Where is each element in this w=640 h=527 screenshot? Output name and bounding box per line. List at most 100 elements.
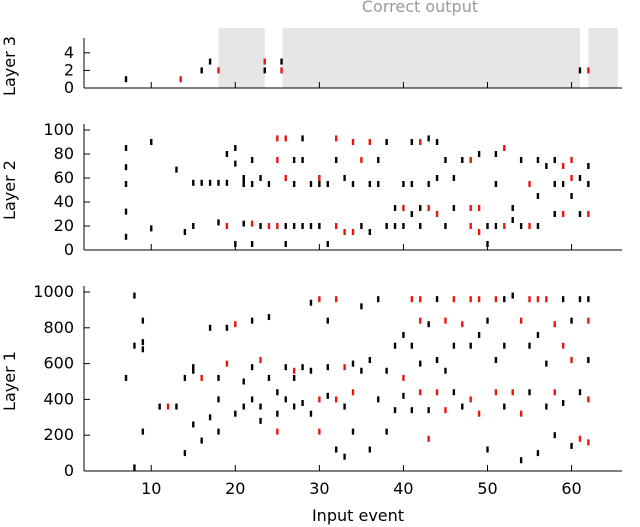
layer-2-spike-mark: [360, 157, 363, 163]
layer-2-spike-mark: [528, 223, 531, 229]
layer-1-spike-mark: [419, 317, 422, 324]
layer-2-spike-mark: [393, 223, 397, 229]
layer-1-spike-mark: [141, 428, 145, 435]
layer-2-spike-mark: [536, 223, 540, 229]
layer-3-spike-mark: [124, 76, 128, 83]
layer-2-spike-mark: [124, 208, 128, 215]
layer-1-y-tick-label: 1000: [33, 282, 74, 301]
layer-1-spike-mark: [192, 421, 195, 428]
layer-2-spike-mark: [217, 219, 220, 226]
layer-1-spike-mark: [427, 435, 430, 442]
layer-1-spike-mark: [309, 299, 313, 306]
layer-2-spike-mark: [570, 157, 573, 163]
layer-1-spike-mark: [444, 317, 447, 324]
layer-1-spike-mark: [419, 360, 422, 367]
layer-1-spike-mark: [578, 435, 582, 442]
layer-2-spike-mark: [410, 211, 414, 217]
layer-1-spike-mark: [385, 367, 388, 374]
layer-2-spike-mark: [452, 175, 456, 181]
layer-1-spike-mark: [477, 331, 481, 338]
layer-1-spike-mark: [141, 317, 145, 324]
layer-1-spike-mark: [553, 432, 556, 439]
layer-1-spike-mark: [368, 446, 372, 453]
layer-1-spike-mark: [444, 367, 447, 374]
layer-2-spike-mark: [309, 181, 313, 187]
layer-1-spike-mark: [318, 396, 321, 403]
layer-2-spike-mark: [334, 223, 338, 229]
layer-2-spike-mark: [469, 205, 472, 211]
layer-1-spike-mark: [225, 360, 229, 367]
layer-1-spike-mark: [570, 317, 573, 324]
layer-2-spike-mark: [284, 175, 287, 181]
layer-2-y-tick-label: 20: [54, 216, 74, 235]
layer-1-spike-mark: [343, 364, 346, 371]
layer-1-spike-mark: [419, 296, 422, 303]
layer-2-spike-mark: [326, 181, 329, 187]
layer-2-spike-mark: [343, 175, 346, 181]
layer-1-y-tick-label: 600: [43, 354, 74, 373]
layer-1-spike-mark: [393, 342, 397, 349]
layer-1-spike-mark: [503, 403, 506, 410]
layer-2-spike-mark: [225, 179, 229, 186]
layer-1-spike-mark: [208, 324, 212, 331]
layer-2-spike-mark: [511, 205, 514, 211]
layer-1-spike-mark: [158, 403, 161, 410]
layer-2-spike-mark: [570, 193, 573, 199]
layer-2-spike-mark: [225, 151, 229, 157]
layer-2-spike-mark: [393, 205, 397, 211]
layer-3-spike-mark: [280, 67, 283, 74]
layer-1-spike-mark: [368, 357, 372, 364]
layer-1-spike-mark: [250, 317, 254, 324]
layer-1-spike-mark: [351, 360, 355, 367]
layer-1-spike-mark: [528, 389, 531, 396]
layer-1-spike-mark: [553, 389, 556, 396]
layer-2-spike-mark: [150, 139, 153, 145]
layer-1-spike-mark: [343, 403, 346, 410]
layer-1-spike-mark: [469, 296, 472, 303]
layer-1-spike-mark: [469, 396, 472, 403]
layer-1-spike-mark: [133, 464, 136, 471]
layer-2-spike-mark: [503, 145, 506, 151]
layer-1-spike-mark: [578, 296, 582, 303]
x-tick-label: 30: [309, 479, 329, 498]
layer-1-spike-mark: [587, 317, 590, 324]
layer-1-spike-mark: [461, 403, 464, 410]
layer-2-spike-mark: [477, 229, 481, 235]
layer-1-spike-mark: [435, 357, 439, 364]
layer-1-spike-mark: [166, 403, 170, 410]
layer-2-spike-mark: [469, 223, 472, 229]
layer-2-y-tick-label: 0: [64, 240, 74, 259]
layer-2-spike-mark: [234, 145, 237, 151]
layer-2-spike-mark: [284, 241, 287, 247]
layer-2-spike-mark: [124, 164, 128, 171]
layer-2-spike-mark: [183, 229, 187, 235]
layer-2-spike-mark: [553, 157, 556, 163]
layer-2-spike-mark: [250, 220, 254, 227]
layer-2-spike-mark: [561, 163, 565, 169]
layer-1-spike-mark: [410, 342, 414, 349]
layer-2-y-axis-label: Layer 2: [0, 160, 19, 220]
x-tick-label: 10: [141, 479, 161, 498]
layer-3-spike-mark: [587, 67, 590, 74]
layer-1-spike-mark: [536, 331, 540, 338]
layer-3-correct-output-region: [218, 28, 265, 88]
layer-2-spike-mark: [276, 157, 279, 163]
layer-2-spike-mark: [503, 223, 506, 229]
layer-1-spike-mark: [402, 392, 405, 399]
layer-2-y-tick-label: 80: [54, 144, 74, 163]
layer-1-spike-mark: [309, 410, 313, 417]
layer-1-spike-mark: [334, 296, 338, 303]
layer-1-spike-mark: [276, 410, 279, 417]
layer-1-panel: 0 200 400 600 800 1000 Layer 1 10 20 30 40 50 60: [0, 282, 622, 498]
layer-2-spike-mark: [208, 179, 212, 186]
layer-1-spike-mark: [519, 317, 523, 324]
layer-3-y-tick-label: 2: [64, 60, 74, 79]
layer-1-spike-mark: [242, 378, 245, 385]
layer-1-spike-mark: [124, 374, 128, 381]
layer-2-spike-mark: [242, 175, 245, 181]
layer-2-spike-mark: [410, 181, 414, 187]
layer-2-spike-mark: [553, 181, 556, 187]
layer-3-y-axis-label: Layer 3: [0, 36, 19, 96]
layer-1-spike-mark: [511, 389, 514, 396]
layer-1-spike-mark: [133, 342, 136, 349]
